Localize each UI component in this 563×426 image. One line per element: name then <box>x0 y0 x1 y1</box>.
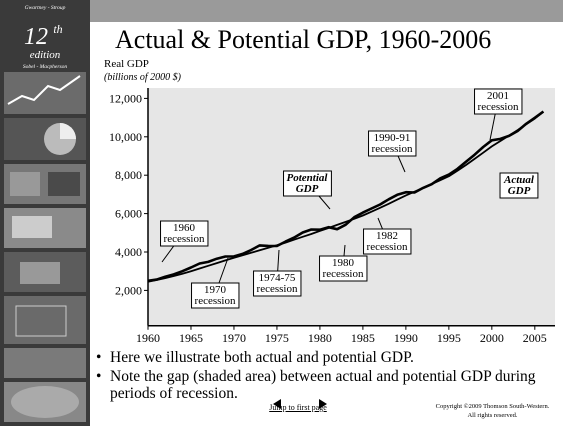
annotation-line: recession <box>367 241 408 253</box>
y-tick-label: 12,000 <box>109 91 142 105</box>
x-tick-label: 1960 <box>136 331 160 345</box>
sidebar-edition: 12 <box>24 24 48 50</box>
y-axis-label: Real GDP <box>104 58 149 70</box>
x-tick-label: 1985 <box>351 331 375 345</box>
chart-title: Actual & Potential GDP, 1960-2006 <box>115 25 491 54</box>
annotation-line: recession <box>478 101 519 113</box>
sidebar-authors: Gwartney - Stroup <box>25 5 66 11</box>
y-tick-label: 6,000 <box>115 207 142 221</box>
sidebar-authors: Sobel - Macpherson <box>23 64 68 70</box>
x-tick-label: 1980 <box>308 331 332 345</box>
annotation-line: recession <box>164 233 205 245</box>
annotation-line: recession <box>257 283 298 295</box>
x-tick-label: 1990 <box>394 331 418 345</box>
y-axis-units: (billions of 2000 $) <box>104 72 182 83</box>
bullet: Here we illustrate both actual and poten… <box>110 349 550 366</box>
y-tick-label: 2,000 <box>115 283 142 297</box>
copyright: Copyright ©2009 Thomson South-Western.Al… <box>425 402 560 420</box>
annotation-line: GDP <box>296 183 319 195</box>
copyright-line: Copyright ©2009 Thomson South-Western. <box>425 402 560 411</box>
x-tick-label: 1965 <box>179 331 203 345</box>
annotation-line: recession <box>195 295 236 307</box>
y-tick-label: 10,000 <box>109 130 142 144</box>
x-tick-label: 2000 <box>480 331 504 345</box>
jump-link[interactable]: Jump to first page <box>258 403 338 412</box>
copyright-line: All rights reserved. <box>425 411 560 420</box>
x-tick-label: 1995 <box>437 331 461 345</box>
annotation-line: GDP <box>508 185 531 197</box>
slide: Gwartney - Stroup 12 th edition Sobel - … <box>0 0 563 426</box>
x-tick-label: 2005 <box>523 331 547 345</box>
sidebar-edition: edition <box>30 49 61 61</box>
y-tick-label: 8,000 <box>115 168 142 182</box>
bullet: Note the gap (shaded area) between actua… <box>110 368 550 402</box>
annotation-line: recession <box>323 268 364 280</box>
sidebar-edition: th <box>53 22 62 36</box>
x-tick-label: 1975 <box>265 331 289 345</box>
y-tick-label: 4,000 <box>115 245 142 259</box>
x-tick-label: 1970 <box>222 331 246 345</box>
sidebar-tiles <box>4 72 86 422</box>
annotation-line: recession <box>372 143 413 155</box>
header-band <box>90 0 563 22</box>
